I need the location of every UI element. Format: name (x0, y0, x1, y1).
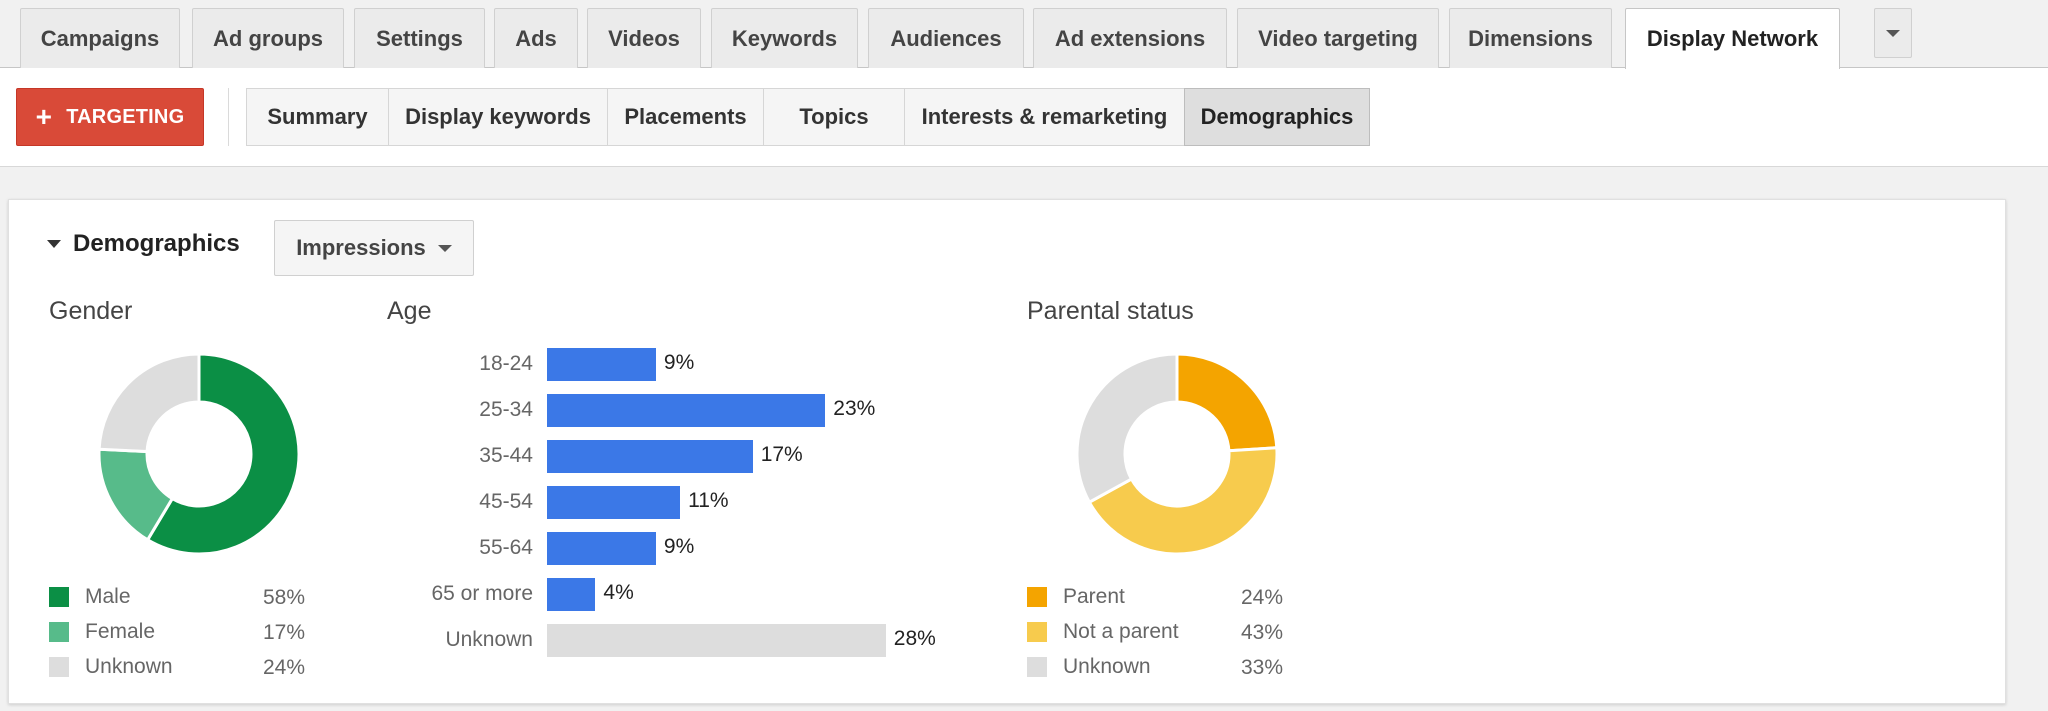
chevron-down-icon (1886, 29, 1900, 37)
age-tick-label-55-64: 55-64 (479, 536, 533, 559)
legend-label: Female (85, 620, 156, 643)
gender-legend-item-male: Male (49, 585, 131, 609)
age-value-label-45-54: 11% (688, 489, 729, 512)
legend-label: Parent (1063, 585, 1125, 608)
gender-donut-chart (97, 352, 301, 556)
legend-label: Unknown (1063, 655, 1151, 678)
age-bar-55-64[interactable] (547, 532, 656, 565)
parental-slice-parent[interactable] (1175, 352, 1279, 453)
legend-swatch (49, 587, 69, 607)
gender-legend-value-unknown: 24% (263, 656, 306, 679)
legend-swatch (49, 622, 69, 642)
tab-ads[interactable]: Ads (494, 8, 578, 68)
parental-chart-title: Parental status (1027, 297, 1194, 325)
metric-dropdown[interactable]: Impressions (274, 220, 474, 276)
legend-label: Unknown (85, 655, 173, 678)
tab-settings[interactable]: Settings (354, 8, 485, 68)
segment-interests-remarketing[interactable]: Interests & remarketing (904, 88, 1185, 146)
age-tick-label-35-44: 35-44 (479, 444, 533, 467)
segment-summary[interactable]: Summary (246, 88, 389, 146)
legend-swatch (1027, 657, 1047, 677)
parental-donut-chart (1075, 352, 1279, 556)
age-value-label-18-24: 9% (663, 351, 695, 374)
more-tabs-button[interactable] (1874, 8, 1912, 58)
age-value-label-65-or-more: 4% (603, 581, 634, 604)
gender-legend-item-female: Female (49, 620, 155, 644)
age-bar-45-54[interactable] (547, 486, 681, 519)
top-tab-bar: Campaigns Ad groups Settings Ads Videos … (0, 0, 2048, 69)
legend-swatch (49, 657, 69, 677)
metric-dropdown-label: Impressions (296, 235, 426, 260)
tab-campaigns[interactable]: Campaigns (20, 8, 180, 68)
parental-legend-item-unknown: Unknown (1027, 655, 1151, 679)
tab-display-network[interactable]: Display Network (1625, 8, 1840, 69)
age-value-label-35-44: 17% (760, 443, 803, 466)
tab-ad-extensions[interactable]: Ad extensions (1033, 8, 1227, 68)
age-tick-label-18-24: 18-24 (479, 352, 533, 375)
age-tick-label-unknown: Unknown (445, 628, 533, 651)
parental-legend-value-parent: 24% (1241, 586, 1284, 609)
parental-legend-item-parent: Parent (1027, 585, 1125, 609)
parental-legend-item-not-a-parent: Not a parent (1027, 620, 1179, 644)
gender-slice-male[interactable] (145, 352, 301, 556)
targeting-button-label: TARGETING (66, 105, 185, 128)
segment-display-keywords[interactable]: Display keywords (388, 88, 608, 146)
age-bar-25-34[interactable] (547, 394, 826, 427)
tab-video-targeting[interactable]: Video targeting (1237, 8, 1439, 68)
chevron-down-icon (437, 244, 452, 252)
age-chart-title: Age (387, 297, 432, 325)
section-collapse-toggle[interactable]: Demographics (47, 230, 240, 258)
age-tick-label-25-34: 25-34 (479, 398, 533, 421)
gender-legend-value-female: 17% (263, 621, 306, 644)
segment-demographics[interactable]: Demographics (1184, 88, 1370, 146)
parental-legend-value-unknown: 33% (1241, 656, 1284, 679)
demographics-card: Demographics Impressions Gender Age Pare… (8, 199, 2006, 704)
age-bar-35-44[interactable] (547, 440, 753, 473)
age-tick-label-65-or-more: 65 or more (431, 582, 533, 605)
parental-legend-value-not-a-parent: 43% (1241, 621, 1284, 644)
gender-legend-value-male: 58% (263, 586, 306, 609)
parental-slice-unknown[interactable] (1075, 352, 1179, 505)
tab-dimensions[interactable]: Dimensions (1449, 8, 1612, 68)
sub-toolbar: + TARGETING Summary Display keywords Pla… (0, 68, 2048, 167)
segment-placements[interactable]: Placements (607, 88, 764, 146)
legend-swatch (1027, 622, 1047, 642)
age-value-label-55-64: 9% (663, 535, 695, 558)
legend-label: Not a parent (1063, 620, 1179, 643)
parental-slice-not-a-parent[interactable] (1087, 446, 1279, 556)
age-value-label-unknown: 28% (893, 627, 936, 650)
age-bar-unknown[interactable] (547, 624, 886, 657)
gender-legend-item-unknown: Unknown (49, 655, 173, 679)
age-tick-label-45-54: 45-54 (479, 490, 533, 513)
age-bar-65-or-more[interactable] (547, 578, 596, 611)
legend-swatch (1027, 587, 1047, 607)
gender-slice-unknown[interactable] (97, 352, 201, 454)
collapse-triangle-icon (47, 240, 61, 248)
section-title: Demographics (73, 230, 240, 257)
tab-keywords[interactable]: Keywords (711, 8, 858, 68)
segment-topics[interactable]: Topics (763, 88, 905, 146)
plus-icon: + (35, 101, 53, 132)
age-value-label-25-34: 23% (833, 397, 876, 420)
gender-chart-title: Gender (49, 297, 133, 325)
add-targeting-button[interactable]: + TARGETING (16, 88, 204, 146)
legend-label: Male (85, 585, 131, 608)
tab-videos[interactable]: Videos (587, 8, 701, 68)
tab-ad-groups[interactable]: Ad groups (192, 8, 344, 68)
toolbar-divider (228, 88, 229, 146)
age-bar-18-24[interactable] (547, 348, 656, 381)
tab-audiences[interactable]: Audiences (868, 8, 1024, 68)
